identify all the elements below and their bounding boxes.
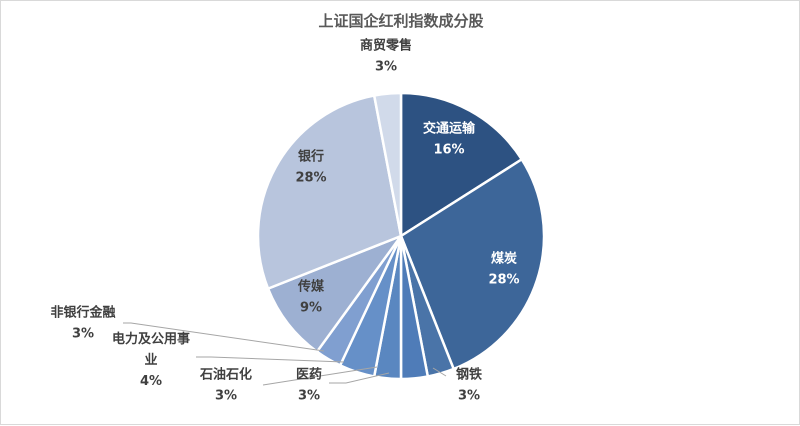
leader-line-4: [329, 372, 390, 384]
slice-label-4: 医药: [296, 367, 322, 383]
slice-value-7: 3%: [72, 327, 94, 342]
pie-slice-1: [399, 91, 524, 239]
slice-value-1: 16%: [433, 143, 464, 158]
pie-slice-9: [256, 94, 403, 291]
slice-value-3: 3%: [458, 389, 480, 404]
slice-label-1: 交通运输: [423, 121, 476, 137]
slice-value-6: 4%: [140, 374, 162, 389]
slice-label-10: 商贸零售: [360, 38, 412, 54]
slice-value-10: 3%: [375, 60, 397, 75]
leader-line-7: [123, 322, 325, 352]
leader-line-3: [432, 367, 447, 377]
leader-line-6: [196, 356, 345, 363]
chart-title: 上证国企红利指数成分股: [318, 12, 484, 30]
pie-slice-2: [399, 157, 546, 371]
slice-label-6: 电力及公用事: [112, 331, 190, 347]
slice-value-4: 3%: [298, 389, 320, 404]
slice-value-2: 28%: [488, 273, 519, 288]
slice-value-5: 3%: [215, 389, 237, 404]
slice-label-8: 传媒: [297, 279, 325, 295]
slice-value-8: 9%: [300, 301, 322, 316]
slice-label-6: 业: [144, 352, 157, 368]
slice-label-5: 石油石化: [199, 367, 252, 383]
slice-value-9: 28%: [295, 171, 326, 186]
leader-lines: [123, 322, 447, 386]
slice-label-9: 银行: [298, 149, 324, 165]
slice-label-3: 钢铁: [456, 367, 482, 383]
pie-slice-8: [266, 233, 405, 354]
slice-label-7: 非银行金融: [50, 305, 115, 321]
leader-line-5: [262, 366, 378, 386]
pie-slices: [256, 91, 546, 381]
pie-slice-10: [372, 91, 403, 237]
slice-label-2: 煤炭: [491, 251, 517, 267]
